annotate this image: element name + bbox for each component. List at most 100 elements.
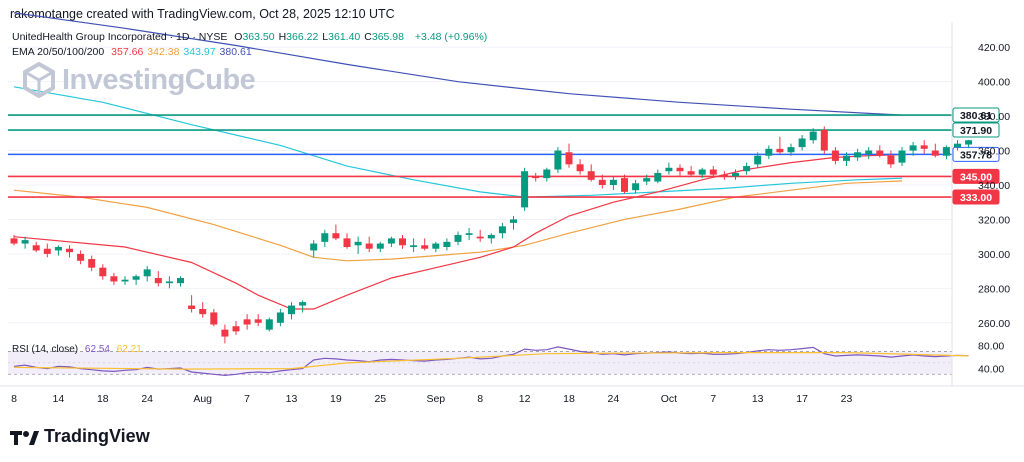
axes: 260.00280.00300.00320.00340.00360.00380.… xyxy=(0,22,1024,405)
rsi-pane[interactable] xyxy=(8,346,969,377)
candle-body[interactable] xyxy=(598,179,606,185)
candle-body[interactable] xyxy=(898,150,906,163)
candle-body[interactable] xyxy=(399,238,406,246)
candle-body[interactable] xyxy=(576,164,584,172)
candle-body[interactable] xyxy=(609,179,617,185)
candle-body[interactable] xyxy=(77,253,85,261)
candle-body[interactable] xyxy=(21,240,29,244)
candle-body[interactable] xyxy=(854,152,862,158)
candle-body[interactable] xyxy=(820,129,828,151)
candle-body[interactable] xyxy=(954,143,961,148)
candle-body[interactable] xyxy=(965,140,973,145)
candle-body[interactable] xyxy=(276,312,284,323)
candle-body[interactable] xyxy=(210,312,218,325)
candle-body[interactable] xyxy=(10,238,18,244)
candle-body[interactable] xyxy=(32,245,40,251)
candle-body[interactable] xyxy=(743,166,751,172)
candle-body[interactable] xyxy=(543,169,551,179)
candle-body[interactable] xyxy=(654,172,662,182)
candle-body[interactable] xyxy=(876,150,884,156)
candle-body[interactable] xyxy=(299,302,307,306)
candle-body[interactable] xyxy=(232,326,240,332)
candle-body[interactable] xyxy=(88,259,96,268)
candle-body[interactable] xyxy=(587,171,595,180)
candle-body[interactable] xyxy=(265,319,273,330)
candle-body[interactable] xyxy=(931,150,939,156)
candle-body[interactable] xyxy=(476,236,484,239)
candle-body[interactable] xyxy=(243,319,251,325)
candle-body[interactable] xyxy=(942,147,950,156)
candle-body[interactable] xyxy=(421,245,429,249)
candle-body[interactable] xyxy=(354,241,362,246)
candle-body[interactable] xyxy=(554,150,562,170)
candle-body[interactable] xyxy=(110,276,118,282)
candle-body[interactable] xyxy=(454,234,462,242)
candle-body[interactable] xyxy=(732,172,739,177)
candle-body[interactable] xyxy=(321,233,329,242)
candle-body[interactable] xyxy=(66,248,73,253)
candle-body[interactable] xyxy=(687,171,695,175)
candle-body[interactable] xyxy=(920,145,928,149)
candle-body[interactable] xyxy=(188,305,196,309)
candle-body[interactable] xyxy=(565,152,573,165)
candle-body[interactable] xyxy=(865,150,873,154)
candle-body[interactable] xyxy=(443,241,451,247)
candle-body[interactable] xyxy=(376,243,384,249)
candles[interactable] xyxy=(10,126,973,344)
candle-body[interactable] xyxy=(709,169,717,175)
tradingview-logo-text: TradingView xyxy=(44,426,150,446)
candle-body[interactable] xyxy=(787,147,795,153)
level-lines[interactable]: 380.61 371.90 357.78 345.00 333.00 xyxy=(8,107,1000,205)
candle-body[interactable] xyxy=(487,234,495,239)
candle-body[interactable] xyxy=(432,243,440,249)
candle-body[interactable] xyxy=(132,276,140,280)
candle-body[interactable] xyxy=(632,183,640,191)
chart-header: rakomotange created with TradingView.com… xyxy=(10,7,395,21)
candle-body[interactable] xyxy=(54,247,62,251)
tradingview-logo[interactable]: TradingView xyxy=(10,426,150,447)
candle-body[interactable] xyxy=(121,279,129,282)
candle-body[interactable] xyxy=(532,176,540,179)
candle-body[interactable] xyxy=(776,148,784,153)
candle-body[interactable] xyxy=(199,309,207,315)
ema-value: 342.38 xyxy=(147,46,180,58)
candle-body[interactable] xyxy=(643,178,651,182)
candle-body[interactable] xyxy=(809,131,817,141)
candle-body[interactable] xyxy=(698,169,706,175)
candle-body[interactable] xyxy=(99,267,107,277)
candle-body[interactable] xyxy=(521,171,529,208)
candle-body[interactable] xyxy=(831,150,839,161)
candle-body[interactable] xyxy=(288,305,295,315)
candle-body[interactable] xyxy=(43,248,51,254)
candle-body[interactable] xyxy=(365,243,373,249)
candle-body[interactable] xyxy=(410,245,418,247)
candle-body[interactable] xyxy=(665,167,673,172)
candle-body[interactable] xyxy=(843,155,850,161)
candle-body[interactable] xyxy=(310,243,318,251)
candle-body[interactable] xyxy=(343,238,351,247)
candle-body[interactable] xyxy=(221,329,229,337)
candle-body[interactable] xyxy=(177,278,184,284)
candle-body[interactable] xyxy=(510,219,517,223)
candle-body[interactable] xyxy=(332,233,340,239)
candle-body[interactable] xyxy=(254,319,262,323)
candle-body[interactable] xyxy=(676,167,684,172)
candle-body[interactable] xyxy=(909,145,917,151)
ohlc-label: C xyxy=(364,31,372,43)
candle-body[interactable] xyxy=(621,178,628,192)
candle-body[interactable] xyxy=(387,238,395,244)
candle-body[interactable] xyxy=(465,233,473,235)
candle-body[interactable] xyxy=(798,138,806,148)
candle-body[interactable] xyxy=(165,281,173,284)
rsi-line[interactable] xyxy=(13,346,969,377)
candle-body[interactable] xyxy=(720,174,728,177)
candle-body[interactable] xyxy=(143,269,151,277)
candle-body[interactable] xyxy=(498,226,506,234)
candle-body[interactable] xyxy=(765,148,773,156)
ema-label: EMA 20/50/100/200 xyxy=(12,46,105,58)
candle-body[interactable] xyxy=(754,155,762,165)
candle-body[interactable] xyxy=(887,155,895,165)
candle-body[interactable] xyxy=(154,278,162,284)
time-tick-label: 24 xyxy=(608,393,620,405)
